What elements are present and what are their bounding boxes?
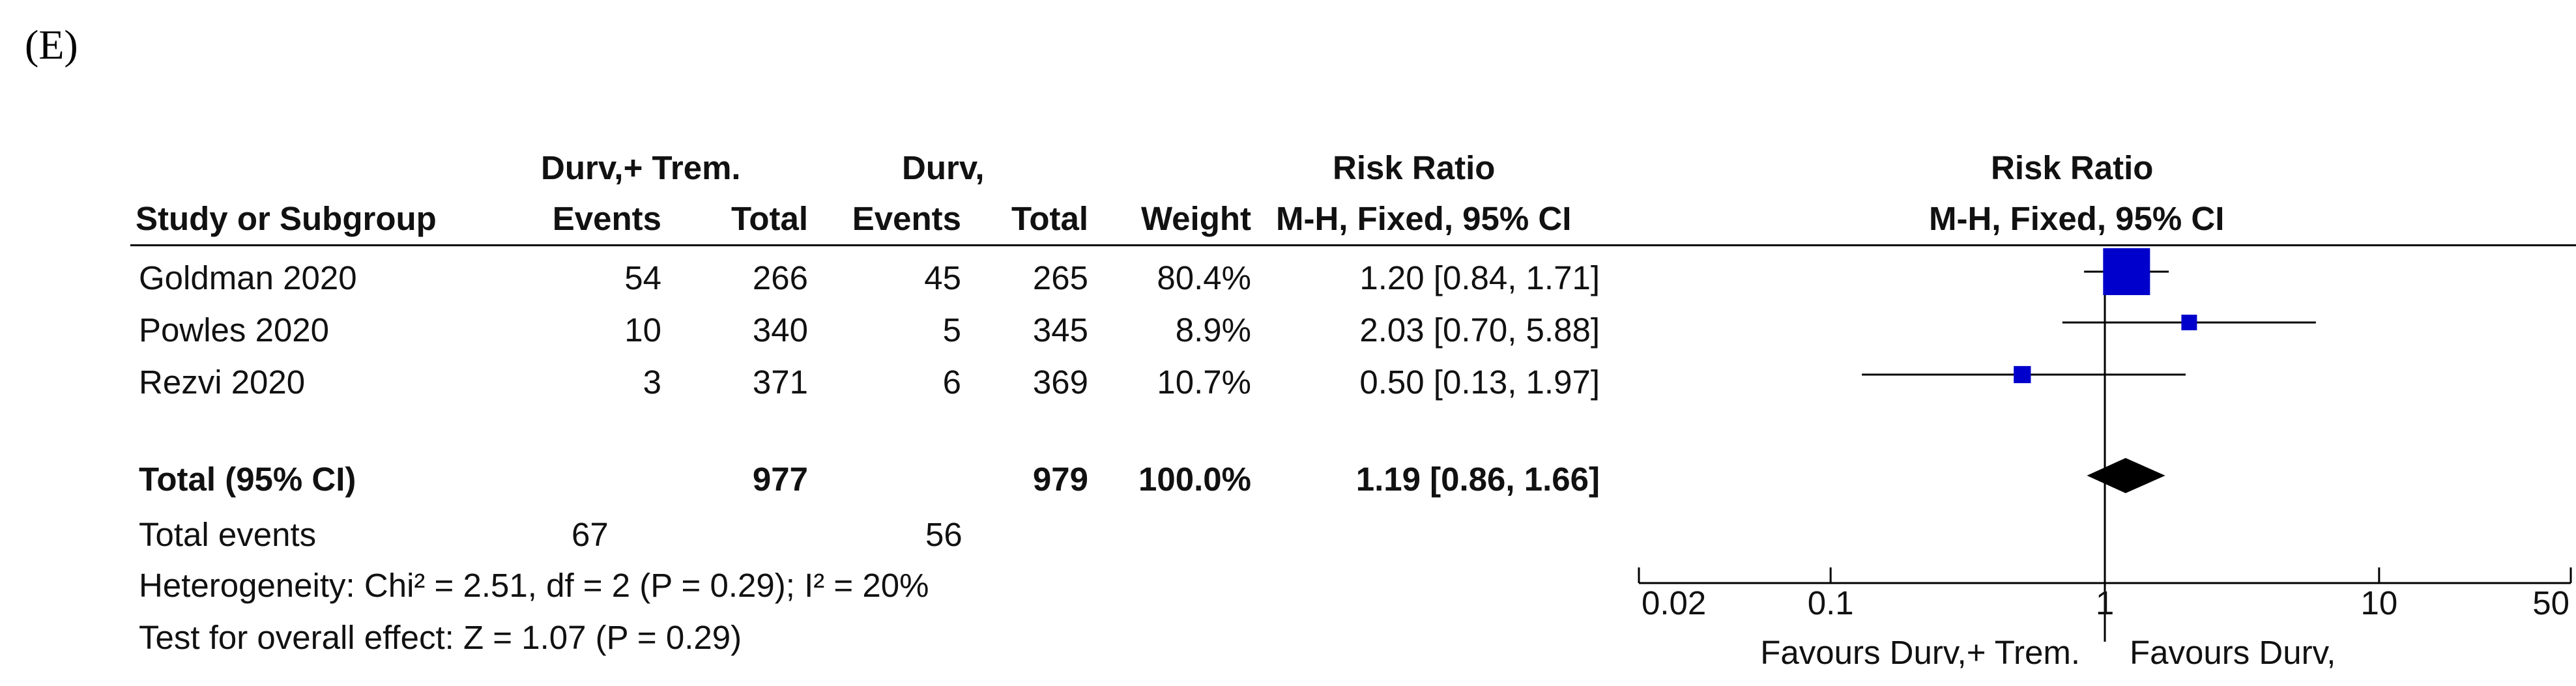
column-header-rr-method: M-H, Fixed, 95% CI [1276,200,1572,237]
total-events-exp: 67 [572,516,609,553]
exp-events: 10 [624,311,661,349]
weight: 80.4% [1157,259,1251,296]
ctl-events: 45 [924,259,961,296]
overall-effect-text: Test for overall effect: Z = 1.07 (P = 0… [139,619,742,656]
exp-total: 266 [752,259,808,296]
study-marker [2103,248,2150,295]
favours-left-label: Favours Durv,+ Trem. [1760,634,2080,671]
column-header-study: Study or Subgroup [136,200,437,237]
ctl-events: 5 [942,311,961,349]
group-header-control: Durv, [902,149,985,186]
heterogeneity-text: Heterogeneity: Chi² = 2.51, df = 2 (P = … [139,567,929,604]
column-header-weight: Weight [1140,200,1251,237]
total-ci-text: 1.19 [0.86, 1.66] [1355,461,1600,498]
pooled-diamond [2087,458,2165,493]
study-name: Goldman 2020 [139,259,357,296]
ci-text: 0.50 [0.13, 1.97] [1359,364,1600,401]
ci-text: 1.20 [0.84, 1.71] [1359,259,1600,296]
exp-events: 54 [624,259,661,296]
total-exp-total: 977 [752,461,808,498]
x-tick-label: 1 [2096,584,2114,622]
weight: 10.7% [1157,364,1251,401]
x-tick-label: 50 [2532,584,2569,622]
study-name: Rezvi 2020 [139,364,306,401]
group-header-experimental: Durv,+ Trem. [541,149,741,186]
study-name: Powles 2020 [139,311,330,349]
column-header-plot-method: M-H, Fixed, 95% CI [1929,200,2225,237]
favours-right-label: Favours Durv, [2130,634,2336,671]
total-ctl-total: 979 [1032,461,1088,498]
header-rule [130,244,2576,246]
study-marker [2014,365,2031,384]
exp-events: 3 [643,364,661,401]
total-label: Total (95% CI) [139,461,356,498]
column-header-exp-total: Total [731,200,808,237]
total-events-ctl: 56 [925,516,962,553]
ctl-total: 345 [1032,311,1088,349]
risk-ratio-header-left: Risk Ratio [1333,149,1496,186]
ctl-events: 6 [942,364,961,401]
weight: 8.9% [1175,311,1251,349]
risk-ratio-header-right: Risk Ratio [1991,149,2154,186]
column-header-exp-events: Events [552,200,661,237]
exp-total: 340 [752,311,808,349]
study-marker [2181,315,2197,330]
total-weight: 100.0% [1138,461,1251,498]
ctl-total: 265 [1032,259,1088,296]
column-header-ctl-total: Total [1011,200,1088,237]
panel-label: (E) [25,21,78,68]
x-tick-label: 0.1 [1808,584,1854,622]
ci-text: 2.03 [0.70, 5.88] [1359,311,1600,349]
x-tick-label: 0.02 [1642,584,1706,622]
ctl-total: 369 [1032,364,1088,401]
total-events-label: Total events [139,516,317,553]
column-header-ctl-events: Events [852,200,961,237]
exp-total: 371 [752,364,808,401]
x-tick-label: 10 [2360,584,2397,622]
